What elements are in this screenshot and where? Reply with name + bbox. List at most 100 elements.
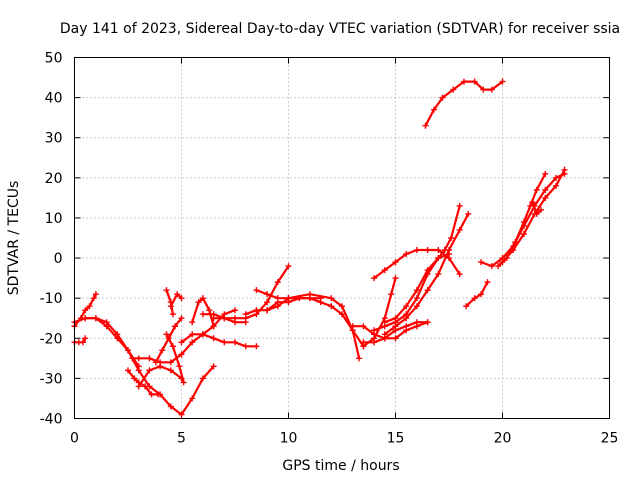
data-point [172,323,179,330]
data-point [180,379,187,386]
data-series [189,295,217,330]
data-point [349,323,356,330]
data-point [253,307,260,314]
y-tick-label: 0 [54,251,63,267]
data-point [135,355,142,362]
data-point [135,383,142,390]
data-point [114,331,121,338]
data-point [424,319,431,326]
data-point [488,263,495,270]
data-point [542,170,549,177]
series-trace [497,172,547,268]
data-point [403,303,410,310]
data-point [163,287,170,294]
data-series [135,363,185,390]
data-point [542,194,549,201]
data-series [178,307,238,346]
data-point [520,218,527,225]
data-point [317,299,324,306]
data-series [422,78,506,129]
data-point [176,363,183,370]
data-point [135,367,142,374]
data-point [221,339,228,346]
data-point [152,359,159,366]
data-point [403,251,410,258]
data-series [125,367,161,398]
data-point [422,122,429,129]
series-trace [137,365,183,388]
data-point [510,247,517,254]
data-point [146,355,153,362]
data-point [159,347,166,354]
data-point [392,335,399,342]
data-point [232,339,238,346]
data-series [463,279,491,310]
data-point [178,351,185,358]
data-point [189,339,196,346]
data-point [174,291,181,298]
data-point [242,343,249,350]
data-point [146,367,153,374]
data-point [232,307,238,314]
data-point [178,339,185,346]
data-series [360,319,431,346]
y-tick-label: -20 [40,331,63,347]
series-trace [84,317,215,416]
data-point [533,210,540,217]
series-trace [480,172,566,268]
data-point [264,291,271,298]
data-point [478,259,485,266]
x-axis-label: GPS time / hours [282,458,399,474]
data-point [167,359,174,366]
y-tick-label: 40 [45,91,63,107]
data-point [210,323,217,330]
data-point [381,315,388,322]
data-series [371,247,463,282]
plot-frame [74,57,610,419]
data-series [129,331,260,366]
series-trace [465,281,489,308]
data-point [80,339,87,346]
data-point [339,311,345,318]
data-point [232,315,238,322]
data-point [157,363,164,370]
y-tick-label: -40 [40,412,63,428]
data-point [529,198,536,205]
data-point [206,307,213,314]
data-point [463,303,470,310]
data-series [167,291,185,310]
x-tick-label: 15 [387,431,405,447]
data-point [178,295,185,302]
data-point [103,319,110,326]
data-point [381,331,388,338]
data-point [392,323,399,330]
data-point [253,343,260,350]
data-point [448,235,455,241]
data-point [169,343,176,350]
data-point [495,263,502,270]
grid-lines [74,57,610,419]
data-point [199,331,206,338]
data-point [403,315,410,322]
data-point [471,78,478,85]
data-series [360,275,399,350]
data-point [125,367,131,374]
data-series [529,198,545,217]
series-trace [424,80,504,127]
y-axis-ticks: -40 -30 -20 -10 0 10 20 30 40 50 [40,51,610,428]
data-point [392,315,399,322]
series-trace [165,333,185,384]
data-point [285,263,292,270]
data-point [456,226,463,233]
x-axis-ticks: 0 5 10 15 20 25 [70,57,618,447]
data-point [371,275,378,282]
data-point [125,347,131,354]
data-point [92,291,99,298]
data-point [210,315,217,322]
chart-title: Day 141 of 2023, Sidereal Day-to-day VTE… [60,21,620,37]
y-tick-label: -30 [40,371,63,387]
series-trace [373,204,461,332]
data-point [199,311,206,318]
data-point [480,86,487,93]
data-point [306,291,313,298]
